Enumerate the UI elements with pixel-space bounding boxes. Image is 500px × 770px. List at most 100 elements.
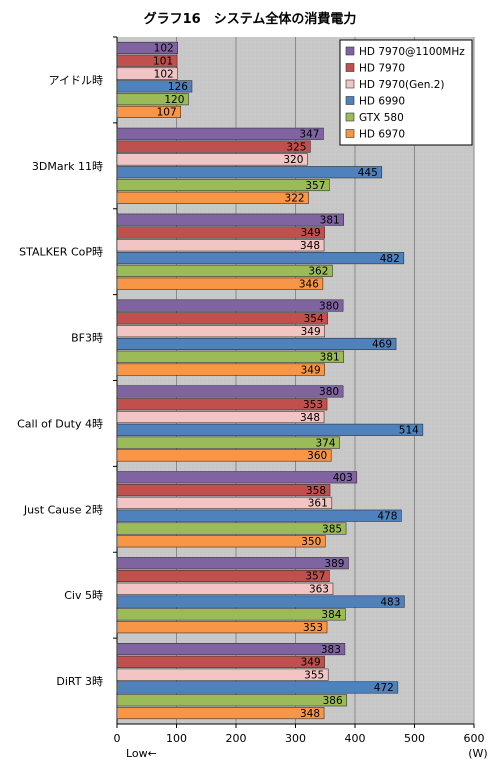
bar-value-label: 353 xyxy=(303,622,323,634)
bar-value-label: 381 xyxy=(320,214,340,226)
bar-value-label: 386 xyxy=(323,695,343,707)
bar-value-label: 102 xyxy=(154,68,174,80)
bar-value-label: 348 xyxy=(300,412,320,424)
bar-value-label: 349 xyxy=(301,326,321,338)
bar-4 xyxy=(116,423,424,436)
bar-value-label: 107 xyxy=(157,107,177,119)
bar-2 xyxy=(116,54,178,67)
bar-value-label: 126 xyxy=(168,81,188,93)
bar-value-label: 383 xyxy=(321,644,341,656)
bar-5 xyxy=(116,436,340,449)
legend-label: HD 7970 xyxy=(359,63,405,75)
bar-value-label: 101 xyxy=(153,55,173,67)
bar-2 xyxy=(116,655,325,668)
bar-3 xyxy=(116,410,325,424)
bar-value-label: 380 xyxy=(319,386,339,398)
bar-value-label: 348 xyxy=(300,240,320,252)
bar-1 xyxy=(116,127,324,140)
bar-2 xyxy=(116,484,331,497)
bar-value-label: 514 xyxy=(399,425,419,437)
bar-value-label: 102 xyxy=(154,43,174,55)
bar-4 xyxy=(116,337,397,351)
bar-4 xyxy=(116,252,405,265)
bar-value-label: 482 xyxy=(380,253,400,265)
bar-value-label: 469 xyxy=(372,339,392,351)
category-label: アイドル時 xyxy=(49,74,103,87)
x-tick-label: 600 xyxy=(464,732,485,745)
bar-value-label: 374 xyxy=(315,437,335,449)
category-label: STALKER CoP時 xyxy=(19,246,103,259)
bar-value-label: 347 xyxy=(299,129,319,141)
bar-3 xyxy=(116,496,333,509)
low-label: Low← xyxy=(126,747,157,760)
bar-value-label: 380 xyxy=(319,300,339,312)
bar-6 xyxy=(116,191,309,204)
x-tick-label: 100 xyxy=(166,732,187,745)
bar-5 xyxy=(116,93,189,106)
bar-value-label: 403 xyxy=(333,472,353,484)
bar-4 xyxy=(116,509,402,522)
bar-3 xyxy=(116,239,325,252)
bar-3 xyxy=(116,153,308,166)
bar-3 xyxy=(116,668,329,681)
bar-6 xyxy=(116,707,325,720)
bar-value-label: 357 xyxy=(305,180,325,192)
bar-value-label: 358 xyxy=(306,485,326,497)
bar-4 xyxy=(116,595,405,608)
bar-2 xyxy=(116,312,328,325)
bar-value-label: 360 xyxy=(307,450,327,462)
legend-swatch-5 xyxy=(345,112,355,122)
legend-box xyxy=(339,39,473,146)
bar-1 xyxy=(116,471,358,484)
bar-value-label: 322 xyxy=(285,193,305,205)
legend-swatch-2 xyxy=(345,63,355,72)
bar-value-label: 472 xyxy=(374,682,394,694)
x-tick-label: 0 xyxy=(114,732,121,745)
legend-swatch-4 xyxy=(345,96,355,105)
bar-2 xyxy=(116,140,311,153)
category-label: Civ 5時 xyxy=(64,589,103,602)
category-label: BF3時 xyxy=(71,332,103,345)
x-tick-label: 400 xyxy=(345,732,366,745)
bar-value-label: 350 xyxy=(301,536,321,548)
x-tick-label: 200 xyxy=(226,732,247,745)
legend-swatch-3 xyxy=(345,79,355,89)
bar-value-label: 389 xyxy=(324,558,344,570)
bar-value-label: 348 xyxy=(300,708,320,720)
bar-6 xyxy=(116,535,326,548)
bar-3 xyxy=(116,582,334,595)
category-label: 3DMark 11時 xyxy=(32,160,103,173)
bar-value-label: 349 xyxy=(301,364,321,376)
legend-swatch-1 xyxy=(345,46,355,56)
bar-2 xyxy=(116,398,328,411)
category-label: DiRT 3時 xyxy=(56,675,103,688)
bar-4 xyxy=(116,80,193,93)
legend-label: HD 6970 xyxy=(359,129,405,141)
bar-5 xyxy=(116,608,346,621)
bar-value-label: 320 xyxy=(283,154,303,166)
bar-3 xyxy=(116,67,178,80)
bar-5 xyxy=(116,264,333,277)
bar-2 xyxy=(116,569,330,583)
bar-value-label: 349 xyxy=(301,227,321,239)
legend-label: HD 7970(Gen.2) xyxy=(359,79,445,91)
legend-label: GTX 580 xyxy=(359,112,404,124)
bar-value-label: 384 xyxy=(321,609,341,621)
bar-value-label: 353 xyxy=(303,399,323,411)
bar-6 xyxy=(116,277,324,290)
bar-4 xyxy=(116,681,399,694)
bar-value-label: 346 xyxy=(299,278,319,290)
bar-value-label: 325 xyxy=(286,141,306,153)
bar-value-label: 362 xyxy=(308,266,328,278)
category-label: Call of Duty 4時 xyxy=(17,417,103,430)
bar-value-label: 361 xyxy=(308,498,328,510)
bar-value-label: 381 xyxy=(320,352,340,364)
bar-value-label: 354 xyxy=(304,313,324,325)
bar-value-label: 120 xyxy=(164,94,184,106)
chart-title: グラフ16 システム全体の消費電力 xyxy=(144,11,357,27)
bar-6 xyxy=(116,621,328,634)
bar-value-label: 445 xyxy=(358,167,378,179)
bar-1 xyxy=(116,385,344,398)
